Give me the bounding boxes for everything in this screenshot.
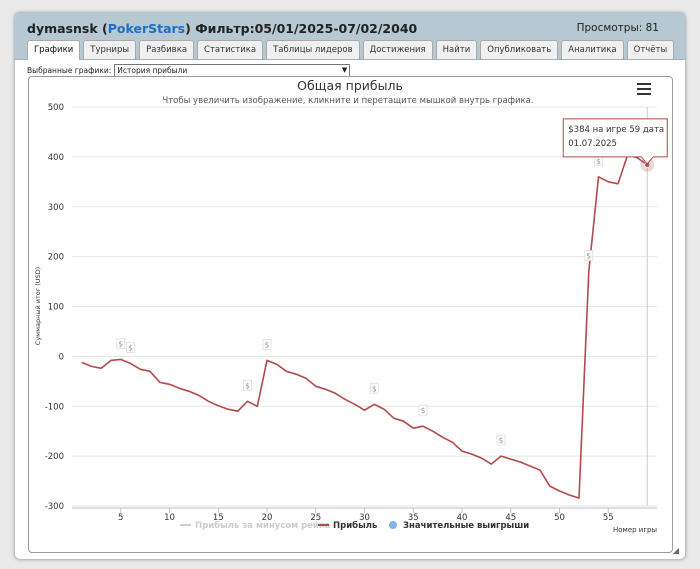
tooltip-line-2: 01.07.2025	[568, 139, 617, 149]
y-tick-label: -300	[45, 502, 64, 512]
x-tick-label: 15	[213, 513, 224, 523]
tab-reports[interactable]: Отчёты	[626, 40, 675, 59]
player-username: dymasnsk	[27, 21, 98, 36]
tab-graphs[interactable]: Графики	[27, 40, 81, 60]
profit-series-line	[81, 153, 648, 499]
tab-analytics[interactable]: Аналитика	[561, 40, 624, 59]
x-tick-label: 10	[164, 513, 175, 523]
views-counter: Просмотры: 81	[576, 22, 659, 34]
date-filter: Фильтр:05/01/2025-07/02/2040	[195, 21, 418, 36]
tab-publish[interactable]: Опубликовать	[480, 40, 559, 59]
menu-icon-bar	[637, 93, 651, 95]
chart-menu-button[interactable]	[637, 83, 651, 95]
menu-icon-bar	[637, 88, 651, 90]
tab-find[interactable]: Найти	[435, 40, 478, 59]
tab-tournaments[interactable]: Турниры	[83, 40, 137, 59]
graph-selector-label: Выбранные графики:	[27, 66, 112, 75]
significant-win-flag	[126, 341, 135, 353]
y-tick-label: -100	[45, 402, 64, 412]
significant-win-flag	[116, 337, 126, 349]
significant-win-marker: $	[586, 252, 591, 261]
tab-breakdown[interactable]: Разбивка	[139, 40, 195, 59]
stats-panel: dymasnsk (PokerStars) Фильтр:05/01/2025-…	[14, 12, 686, 560]
resize-handle-icon[interactable]: ◢	[672, 546, 679, 555]
y-tick-label: 500	[48, 103, 64, 113]
tooltip-box	[562, 118, 668, 165]
x-tick-label: 20	[262, 513, 273, 523]
x-tick-label: 50	[554, 513, 565, 523]
y-tick-label: 0	[59, 352, 64, 362]
panel-header: dymasnsk (PokerStars) Фильтр:05/01/2025-…	[15, 13, 685, 60]
x-axis-label: Номер игры	[613, 526, 657, 534]
graph-select-value: История прибыли	[117, 66, 188, 75]
tab-leaderboards[interactable]: Таблицы лидеров	[266, 40, 360, 59]
significant-win-marker: $	[372, 384, 377, 393]
significant-win-marker: $	[128, 343, 133, 352]
player-title: dymasnsk (PokerStars) Фильтр:05/01/2025-…	[27, 21, 417, 36]
legend-item-label: Прибыль за минусом рейка	[195, 520, 331, 531]
y-axis-label: Суммарный итог (USD)	[34, 267, 42, 345]
site-close-paren: )	[185, 21, 191, 36]
significant-win-flag	[496, 434, 506, 446]
significant-win-marker: $	[118, 339, 123, 348]
y-tick-label: 300	[48, 203, 64, 213]
y-tick-label: 400	[48, 153, 64, 163]
tab-statistics[interactable]: Статистика	[197, 40, 264, 59]
x-tick-label: 55	[603, 513, 614, 523]
legend-symbol-dot	[389, 521, 397, 529]
y-tick-label: 100	[48, 303, 64, 313]
site-link[interactable]: PokerStars	[107, 21, 186, 36]
x-tick-label: 5	[118, 513, 123, 523]
tooltip-line-1: $384 на игре 59 дата	[568, 125, 664, 135]
significant-win-marker: $	[596, 157, 601, 166]
x-tick-label: 25	[310, 513, 321, 523]
menu-icon	[637, 83, 651, 85]
significant-win-marker: $	[245, 381, 250, 390]
legend-item-label: Значительные выигрыши	[403, 521, 529, 531]
legend-item-label: Прибыль	[333, 520, 377, 531]
chevron-down-icon: ▼	[341, 66, 348, 74]
x-tick-label: 30	[359, 513, 370, 523]
y-tick-label: 200	[48, 253, 64, 263]
significant-win-marker: $	[265, 340, 270, 349]
tab-achievements[interactable]: Достижения	[362, 40, 433, 59]
y-tick-label: -200	[45, 452, 64, 462]
tab-bar: Графики Турниры Разбивка Статистика Табл…	[27, 40, 675, 60]
significant-win-flag	[262, 338, 272, 350]
x-tick-label: 45	[505, 513, 516, 523]
x-tick-label: 40	[457, 513, 468, 523]
significant-win-flag	[584, 250, 594, 261]
chart-title: Общая прибыль	[297, 78, 403, 93]
significant-win-marker: $	[421, 406, 426, 415]
significant-win-flag	[418, 404, 428, 416]
significant-win-flag	[369, 382, 379, 394]
significant-win-flag	[243, 379, 252, 391]
significant-win-marker: $	[499, 436, 504, 445]
chart-subtitle: Чтобы увеличить изображение, кликните и …	[162, 96, 533, 106]
site-open-paren: (	[102, 21, 108, 36]
x-tick-label: 35	[408, 513, 419, 523]
